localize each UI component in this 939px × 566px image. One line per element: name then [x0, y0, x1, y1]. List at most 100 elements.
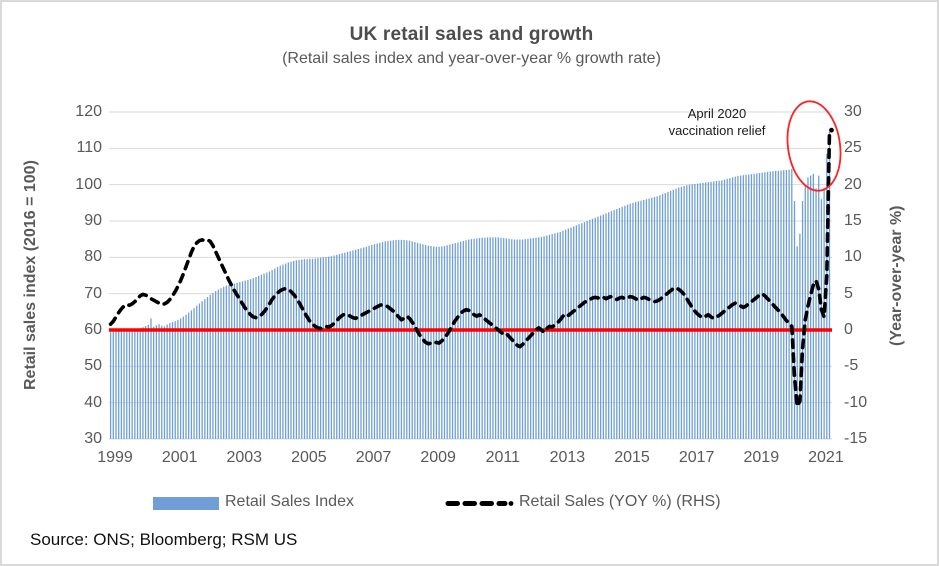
- bar: [128, 330, 131, 439]
- left-axis-tick: 40: [84, 393, 102, 411]
- bar: [791, 169, 793, 440]
- left-axis-tick: 80: [84, 248, 102, 266]
- bar: [196, 305, 198, 439]
- bar: [134, 329, 136, 439]
- bar: [616, 209, 618, 439]
- bar: [457, 242, 459, 439]
- bar: [468, 239, 470, 439]
- bar: [753, 173, 755, 439]
- bar: [699, 183, 701, 439]
- bar: [810, 175, 812, 439]
- x-axis-tick: 2015: [614, 449, 650, 466]
- bar: [360, 248, 362, 439]
- bar: [271, 270, 273, 439]
- bar: [387, 240, 389, 439]
- bar: [317, 258, 319, 439]
- annotation-text: April 2020 vaccination relief: [624, 105, 810, 139]
- bar: [371, 244, 373, 439]
- bar: [290, 261, 292, 439]
- bar: [672, 189, 674, 439]
- bar: [756, 173, 758, 439]
- bar: [142, 327, 144, 439]
- bar: [112, 331, 114, 439]
- bar: [228, 284, 230, 439]
- bar: [314, 258, 316, 439]
- bar: [260, 274, 263, 439]
- bar: [785, 170, 788, 439]
- bar: [610, 211, 613, 439]
- bar: [497, 237, 499, 439]
- bar: [298, 259, 300, 439]
- bar: [301, 259, 303, 439]
- bar: [559, 231, 561, 439]
- bar: [731, 177, 734, 439]
- bar: [408, 240, 411, 439]
- bar: [637, 201, 639, 439]
- bar: [263, 273, 265, 439]
- bar: [231, 284, 233, 439]
- right-axis-tick: 10: [844, 248, 862, 266]
- bar: [624, 205, 626, 439]
- bar: [376, 243, 378, 439]
- bar: [828, 131, 831, 440]
- bar: [381, 242, 384, 439]
- bar: [109, 332, 112, 439]
- line-end-dot: [829, 127, 834, 133]
- bar: [341, 253, 343, 439]
- bar: [643, 199, 645, 439]
- bar: [379, 242, 381, 439]
- bar: [661, 194, 664, 439]
- bar: [769, 171, 771, 439]
- bar: [573, 226, 575, 439]
- bar: [325, 256, 327, 439]
- bar: [139, 328, 141, 439]
- bar: [608, 212, 610, 439]
- bar: [626, 204, 629, 439]
- right-axis-tick: -5: [844, 357, 859, 375]
- bar: [279, 265, 281, 439]
- right-axis-tick: 30: [844, 103, 862, 120]
- bar: [675, 188, 677, 439]
- bar: [570, 227, 572, 439]
- bar: [155, 325, 158, 439]
- bar: [373, 244, 376, 439]
- left-axis-tick: 50: [84, 357, 102, 375]
- bar: [683, 186, 685, 439]
- legend-bar-swatch: [153, 497, 219, 510]
- bar: [414, 242, 416, 439]
- bar: [788, 169, 790, 439]
- x-axis-tick: 2017: [678, 449, 715, 466]
- bar: [529, 238, 532, 439]
- legend-dashed-line-swatch: [445, 501, 514, 506]
- yoy-dashed-line: [108, 128, 832, 409]
- bar: [185, 314, 187, 439]
- bar: [713, 181, 715, 439]
- bar: [400, 239, 403, 439]
- bar: [201, 301, 203, 439]
- x-axis-tick: 2021: [808, 449, 844, 466]
- bar: [177, 319, 179, 439]
- bar: [115, 331, 117, 439]
- bar: [540, 236, 543, 439]
- bar: [411, 241, 413, 439]
- bar: [543, 236, 545, 439]
- bar: [319, 257, 322, 439]
- bar: [284, 263, 287, 439]
- bar: [150, 318, 152, 439]
- bar: [478, 238, 481, 439]
- bar: [198, 303, 201, 439]
- x-axis-tick: 1999: [97, 449, 133, 466]
- bar: [239, 282, 241, 439]
- bar: [449, 244, 451, 439]
- bar: [293, 260, 295, 439]
- bar: [721, 180, 723, 439]
- bar: [252, 278, 254, 439]
- bar: [780, 170, 782, 439]
- chart-title: UK retail sales and growth: [349, 24, 594, 45]
- bar: [236, 282, 238, 439]
- bar: [249, 279, 252, 439]
- bar: [188, 312, 190, 439]
- bar: [274, 268, 276, 439]
- left-axis-tick: 70: [84, 284, 102, 302]
